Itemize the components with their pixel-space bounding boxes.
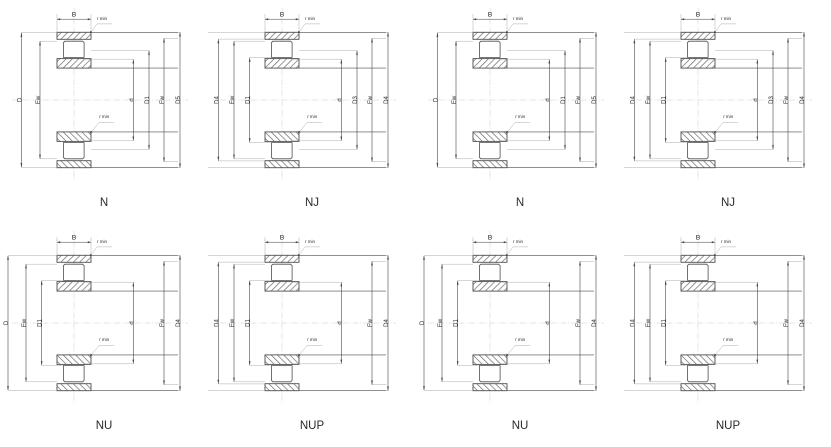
svg-text:D: D: [433, 97, 439, 102]
svg-text:r min: r min: [307, 337, 317, 342]
svg-text:Ew: Ew: [438, 318, 444, 327]
svg-text:Fw: Fw: [368, 95, 374, 104]
svg-text:D4: D4: [214, 319, 220, 327]
svg-text:D1: D1: [246, 319, 252, 327]
svg-text:D: D: [17, 97, 23, 102]
svg-text:Ew: Ew: [646, 95, 652, 104]
svg-text:D4: D4: [630, 96, 636, 104]
svg-text:r min: r min: [513, 16, 523, 21]
svg-text:D5: D5: [176, 96, 182, 104]
svg-text:r min: r min: [305, 16, 315, 21]
svg-text:d: d: [753, 321, 759, 324]
svg-text:r min: r min: [513, 239, 523, 244]
svg-text:Ew: Ew: [22, 318, 28, 327]
svg-text:Fw: Fw: [576, 95, 582, 104]
svg-text:D1: D1: [145, 96, 151, 104]
svg-text:r min: r min: [99, 114, 109, 119]
svg-text:d: d: [129, 321, 135, 324]
svg-text:Fw: Fw: [576, 318, 582, 327]
svg-text:r min: r min: [515, 337, 525, 342]
svg-text:Fw: Fw: [160, 95, 166, 104]
svg-text:d: d: [545, 98, 551, 101]
svg-text:Fw: Fw: [784, 318, 790, 327]
svg-text:D1: D1: [38, 319, 44, 327]
svg-text:NUP: NUP: [716, 420, 741, 432]
svg-text:NU: NU: [96, 420, 113, 432]
svg-text:D1: D1: [561, 96, 567, 104]
svg-text:Fw: Fw: [368, 318, 374, 327]
svg-text:D1: D1: [246, 96, 252, 104]
svg-text:D5: D5: [592, 96, 598, 104]
svg-text:D4: D4: [800, 319, 806, 327]
svg-text:r min: r min: [307, 114, 317, 119]
svg-text:B: B: [72, 12, 77, 19]
svg-text:B: B: [696, 12, 701, 19]
svg-text:D3: D3: [769, 96, 775, 104]
svg-text:r min: r min: [515, 114, 525, 119]
svg-text:r min: r min: [305, 239, 315, 244]
svg-text:D4: D4: [384, 319, 390, 327]
svg-text:D1: D1: [662, 319, 668, 327]
svg-text:D3: D3: [353, 96, 359, 104]
svg-text:NUP: NUP: [300, 420, 325, 432]
svg-text:Ew: Ew: [230, 95, 236, 104]
svg-text:D4: D4: [214, 96, 220, 104]
svg-text:NU: NU: [512, 420, 529, 432]
svg-text:r min: r min: [723, 114, 733, 119]
svg-text:d: d: [337, 321, 343, 324]
svg-text:D4: D4: [176, 319, 182, 327]
svg-text:D1: D1: [454, 319, 460, 327]
svg-text:D4: D4: [630, 319, 636, 327]
svg-text:Ew: Ew: [230, 318, 236, 327]
svg-text:d: d: [337, 98, 343, 101]
svg-text:B: B: [488, 12, 493, 19]
svg-text:N: N: [100, 197, 108, 209]
svg-text:B: B: [696, 235, 701, 242]
svg-text:B: B: [488, 235, 493, 242]
svg-text:r min: r min: [721, 16, 731, 21]
svg-text:r min: r min: [721, 239, 731, 244]
svg-text:Fw: Fw: [160, 318, 166, 327]
svg-text:NJ: NJ: [305, 197, 319, 209]
svg-text:D4: D4: [592, 319, 598, 327]
svg-text:D1: D1: [662, 96, 668, 104]
svg-text:N: N: [516, 197, 524, 209]
svg-text:d: d: [753, 98, 759, 101]
svg-text:r min: r min: [97, 239, 107, 244]
svg-text:B: B: [280, 235, 285, 242]
svg-text:B: B: [72, 235, 77, 242]
svg-text:Ew: Ew: [36, 95, 42, 104]
svg-text:D: D: [4, 320, 10, 325]
svg-text:r min: r min: [99, 337, 109, 342]
svg-text:B: B: [280, 12, 285, 19]
svg-text:D4: D4: [800, 96, 806, 104]
svg-text:d: d: [129, 98, 135, 101]
svg-text:D4: D4: [384, 96, 390, 104]
svg-text:Ew: Ew: [452, 95, 458, 104]
svg-text:r min: r min: [723, 337, 733, 342]
svg-text:d: d: [545, 321, 551, 324]
svg-text:Fw: Fw: [784, 95, 790, 104]
svg-text:r min: r min: [97, 16, 107, 21]
svg-text:NJ: NJ: [721, 197, 735, 209]
svg-text:Ew: Ew: [646, 318, 652, 327]
svg-text:D: D: [420, 320, 426, 325]
